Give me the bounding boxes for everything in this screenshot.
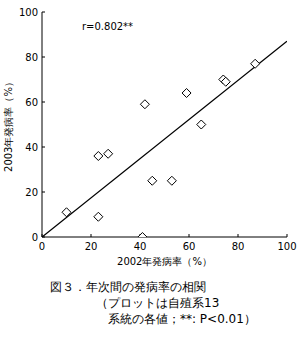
point — [148, 176, 157, 185]
x-axis — [42, 237, 287, 238]
point — [94, 212, 103, 221]
caption: （プロットは自殖系13 — [96, 296, 219, 310]
title: 図３．年次間の発病率の相関 — [50, 280, 206, 294]
annotation: r=0.802** — [82, 21, 133, 32]
y-tick-label: 100 — [19, 7, 38, 18]
x-axis-label: 2002年発病率（%） — [117, 256, 212, 267]
plot-area — [42, 41, 287, 237]
x-tick-label: 0 — [39, 241, 45, 252]
point — [94, 152, 103, 161]
point — [182, 89, 191, 98]
trend-line — [42, 41, 287, 237]
x-tick-label: 80 — [232, 241, 245, 252]
y-tick-label: 0 — [32, 232, 38, 243]
point — [62, 208, 71, 217]
point — [138, 233, 147, 238]
y-tick — [42, 192, 45, 193]
point — [167, 176, 176, 185]
x-tick-label: 100 — [277, 241, 296, 252]
y-tick-label: 80 — [25, 52, 38, 63]
chart: 0 20 40 60 80 100 0 20 40 60 80 100 2002年発病率（%） 2003年… — [0, 0, 300, 338]
y-tick-label: 60 — [25, 97, 38, 108]
point — [197, 120, 206, 129]
point — [251, 59, 260, 68]
x-tick — [91, 234, 92, 237]
y-tick-label: 40 — [25, 142, 38, 153]
y-tick — [42, 147, 45, 148]
y-tick — [42, 12, 45, 13]
x-tick — [238, 234, 239, 237]
y-axis-label: 2003年発病率（%） — [3, 77, 14, 172]
y-tick — [42, 57, 45, 58]
x-tick-label: 20 — [85, 241, 98, 252]
point — [140, 100, 149, 109]
y-tick-label: 20 — [25, 187, 38, 198]
point — [221, 77, 230, 86]
x-tick-label: 60 — [183, 241, 196, 252]
y-tick — [42, 102, 45, 103]
x-tick-label: 40 — [134, 241, 147, 252]
caption: 系統の各値；**: P<0.01） — [108, 312, 256, 326]
x-tick — [287, 234, 288, 237]
x-tick — [189, 234, 190, 237]
point — [104, 149, 113, 158]
y-axis — [42, 12, 43, 237]
